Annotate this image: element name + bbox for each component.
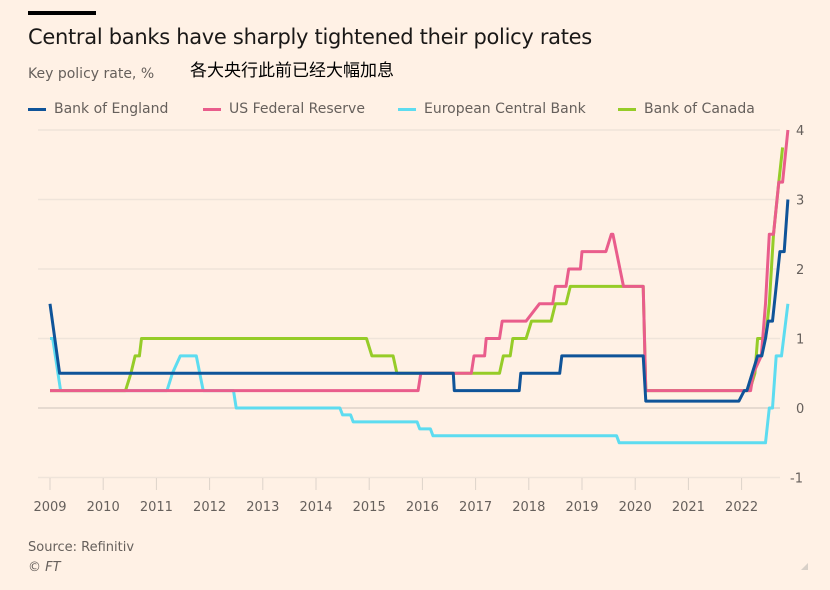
legend-swatch xyxy=(398,107,416,111)
chinese-caption: 各大央行此前已经大幅加息 xyxy=(190,61,394,81)
x-tick-label: 2019 xyxy=(565,500,598,515)
y-tick-label: 1 xyxy=(796,333,804,348)
copyright: © FT xyxy=(28,560,61,575)
x-tick-label: 2015 xyxy=(353,500,386,515)
legend-label: US Federal Reserve xyxy=(229,101,365,117)
resize-handle[interactable] xyxy=(801,563,808,570)
x-tick-label: 2010 xyxy=(87,500,120,515)
legend-swatch xyxy=(618,107,636,111)
legend-swatch xyxy=(203,107,221,111)
y-tick-label: 0 xyxy=(796,402,804,417)
series-line-us-federal-reserve xyxy=(50,129,790,393)
y-tick-label: 2 xyxy=(796,263,804,278)
y-tick-label: -1 xyxy=(790,472,803,487)
legend-label: Bank of England xyxy=(54,101,169,117)
legend-item-european-central-bank: European Central Bank xyxy=(398,101,586,117)
x-tick-label: 2021 xyxy=(672,500,705,515)
y-tick-label: 4 xyxy=(796,124,804,139)
y-tick-label: 3 xyxy=(796,194,804,209)
legend-item-bank-of-canada: Bank of Canada xyxy=(618,101,755,117)
x-tick-label: 2018 xyxy=(512,500,545,515)
x-tick-label: 2014 xyxy=(299,500,332,515)
x-tick-label: 2013 xyxy=(246,500,279,515)
series-line-european-central-bank xyxy=(50,303,790,445)
legend-label: European Central Bank xyxy=(424,101,586,117)
series-line-bank-of-england xyxy=(48,199,790,403)
x-tick-label: 2011 xyxy=(140,500,173,515)
x-tick-label: 2012 xyxy=(193,500,226,515)
legend-label: Bank of Canada xyxy=(644,101,755,117)
x-tick-label: 2017 xyxy=(459,500,492,515)
legend-item-bank-of-england: Bank of England xyxy=(28,101,168,117)
series-line-bank-of-canada xyxy=(50,147,785,393)
chart-subtitle: Key policy rate, % xyxy=(28,66,155,82)
chart-title: Central banks have sharply tightened the… xyxy=(28,25,592,49)
source-note: Source: Refinitiv xyxy=(28,540,135,555)
legend-item-us-federal-reserve: US Federal Reserve xyxy=(203,101,365,117)
legend-swatch xyxy=(28,107,46,111)
x-tick-label: 2016 xyxy=(406,500,439,515)
x-tick-label: 2022 xyxy=(725,500,758,515)
brand-rule xyxy=(28,11,96,15)
x-tick-label: 2020 xyxy=(619,500,652,515)
x-tick-label: 2009 xyxy=(33,500,66,515)
